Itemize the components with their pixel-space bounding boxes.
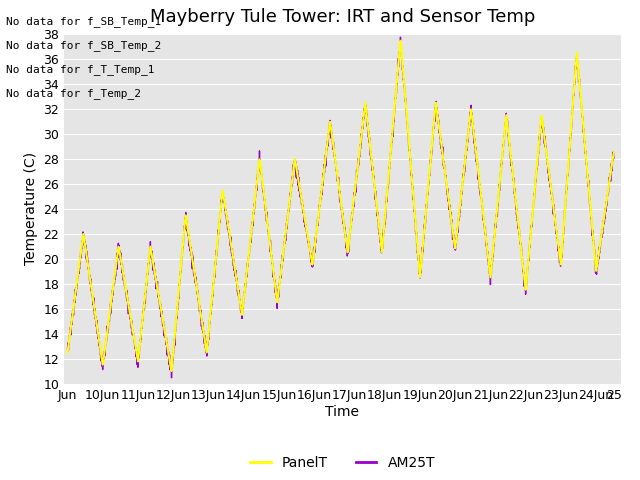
Title: Mayberry Tule Tower: IRT and Sensor Temp: Mayberry Tule Tower: IRT and Sensor Temp [150,9,535,26]
Text: No data for f_SB_Temp_2: No data for f_SB_Temp_2 [6,40,162,51]
Legend: PanelT, AM25T: PanelT, AM25T [244,450,440,475]
Text: No data for f_Temp_2: No data for f_Temp_2 [6,88,141,99]
Text: No data for f_T_Temp_1: No data for f_T_Temp_1 [6,64,155,75]
Text: No data for f_SB_Temp_1: No data for f_SB_Temp_1 [6,16,162,27]
Y-axis label: Temperature (C): Temperature (C) [24,152,38,265]
X-axis label: Time: Time [325,405,360,419]
